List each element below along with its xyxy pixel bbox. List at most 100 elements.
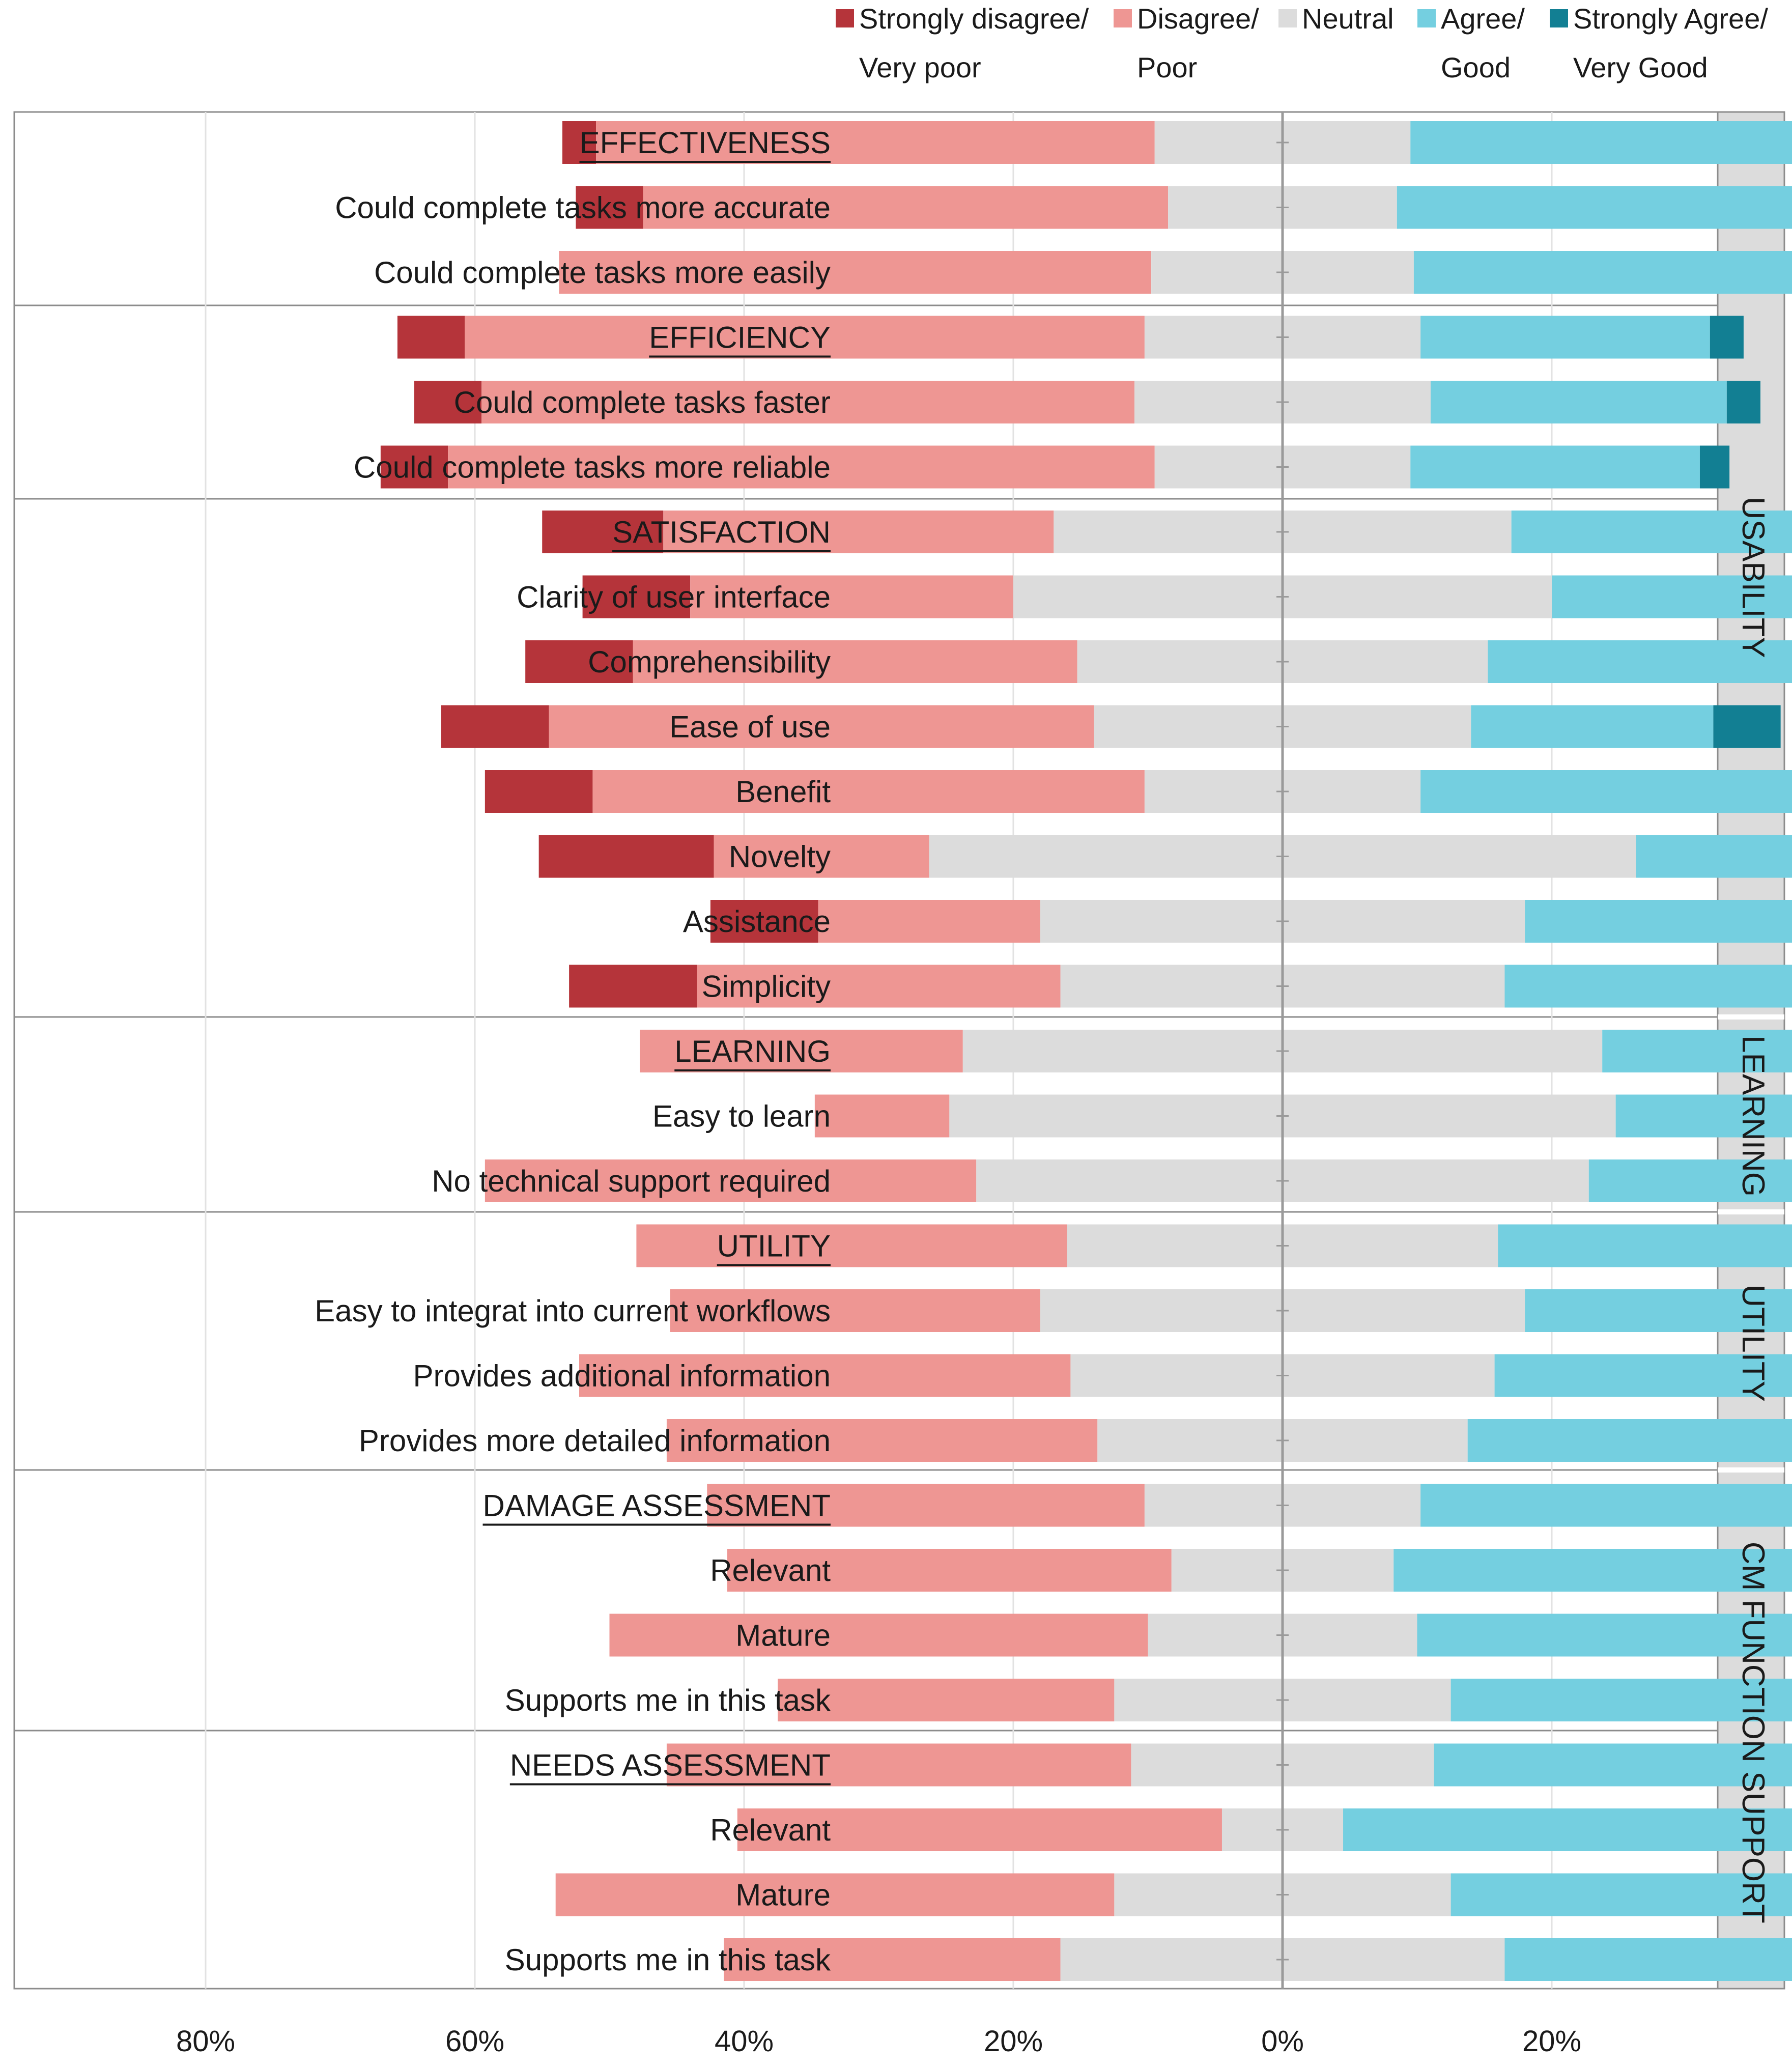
x-tick-label: 60% [445,2025,504,2058]
bar-segment [1417,1614,1792,1657]
bar-segment [485,770,593,813]
side-group-label: CM FUNCTION SUPPORT [1736,1542,1771,1923]
bar-segment [640,1030,963,1072]
row-label: Easy to learn [652,1099,831,1134]
section-header: LEARNING [674,1034,831,1068]
bar-segment [814,1094,950,1138]
bar-segment [670,1289,1040,1332]
bar-segment [441,705,549,748]
bar-segment [663,511,1054,553]
row-label: Novelty [729,840,831,874]
bar-segment [380,445,448,489]
bar-segment [1450,1873,1792,1916]
bar-segment [596,121,1155,164]
legend-label: Good [1441,51,1511,83]
bar-segment [1504,965,1792,1008]
bar-segment [1410,121,1792,164]
x-tick-label: 0% [1261,2025,1304,2058]
side-group-label: LEARNING [1736,1035,1771,1197]
row-label: Could complete tasks more easily [374,256,831,290]
bar-segment [1393,1549,1792,1592]
row-label: Mature [735,1619,831,1653]
legend: Strongly disagree/Very poor Disagree/Poor… [836,3,1768,83]
x-tick-label: 40% [715,2025,774,2058]
bar-segment [576,186,643,229]
legend-label: Strongly Agree/ [1573,3,1768,35]
bar-segment [582,575,691,618]
bar-segment [778,1679,1115,1721]
row-label: Could complete tasks more reliable [354,450,831,485]
bar-segment [559,251,1152,294]
bar-segment [643,186,1169,229]
legend-label: Poor [1137,51,1197,83]
bar-segment [549,705,1094,748]
row-label: Supports me in this task [505,1943,831,1977]
bar-segment [1726,381,1760,423]
row-label: Relevant [710,1553,831,1588]
bar-segment [697,965,1061,1008]
row-label: Provides more detailed information [359,1424,831,1458]
bar-segment [666,1419,1098,1462]
bar-segment [633,640,1077,683]
bar-segment [1713,705,1781,748]
row-label: Easy to integrat into current workflows [315,1294,831,1328]
bar-segment [818,900,1040,943]
bar-segment [1525,1289,1792,1332]
bar-segment [724,1938,1061,1981]
row-label: Could complete tasks more accurate [335,191,831,225]
bar-segment [485,1159,977,1202]
x-tick-label: 20% [984,2025,1043,2058]
row-label: Relevant [710,1813,831,1847]
row-label: Clarity of user interface [517,580,831,614]
bar-segment [538,835,714,878]
bar-segment [714,835,929,878]
bar-segment [592,770,1145,813]
bar-segment [448,445,1155,489]
bar-segment [397,316,465,359]
row-label: Supports me in this task [505,1683,831,1717]
legend-swatch [1114,9,1132,27]
bar-segment [465,316,1145,359]
x-axis: 80%60%40%20%0%20%40%60%80% [176,112,1792,2058]
row-label: Assistance [683,904,831,939]
bar-segment [1397,186,1792,229]
row-labels: EFFECTIVENESS Could complete tasks more a… [315,126,831,1977]
bar-segment [1504,1938,1792,1981]
x-tick-label: 80% [176,2025,235,2058]
bar-segment [1420,1484,1792,1527]
side-group-label: USABILITY [1736,497,1771,658]
bar-segment [1498,1224,1792,1267]
bar-segment [579,1354,1071,1397]
row-label: Simplicity [702,970,831,1004]
side-group-labels: USABILITY LEARNING UTILITY CM FUNCTION SUPP… [1736,497,1771,1923]
bar-segment [1602,1030,1792,1072]
section-header: UTILITY [717,1229,831,1263]
bar-segment [1413,251,1792,294]
bar-segment [1511,511,1792,553]
bar-segment [666,1743,1131,1787]
bar-segment [1434,1743,1792,1787]
bar-segment [690,575,1013,618]
bar-segment [414,381,482,423]
bar-segment [1588,1159,1792,1202]
bar-segment [1450,1679,1792,1721]
section-header: EFFICIENCY [649,321,831,355]
bar-segment [1615,1094,1792,1138]
bar-segment [562,121,596,164]
x-tick-label: 40% [1791,2025,1792,2058]
bar-segment [1488,640,1792,683]
bar-segment [1420,316,1710,359]
bar-segment [1636,835,1792,878]
legend-label: Agree/ [1441,3,1525,35]
bar-segment [481,381,1135,423]
row-label: Mature [735,1878,831,1912]
legend-label: Strongly disagree/ [859,3,1089,35]
section-header: SATISFACTION [612,515,831,549]
bar-segment [1430,381,1727,423]
side-group-label: UTILITY [1736,1284,1771,1402]
bar-segment [1343,1808,1792,1851]
bar-segment [555,1873,1115,1916]
x-tick-label: 20% [1522,2025,1581,2058]
bar-segment [1467,1419,1792,1462]
